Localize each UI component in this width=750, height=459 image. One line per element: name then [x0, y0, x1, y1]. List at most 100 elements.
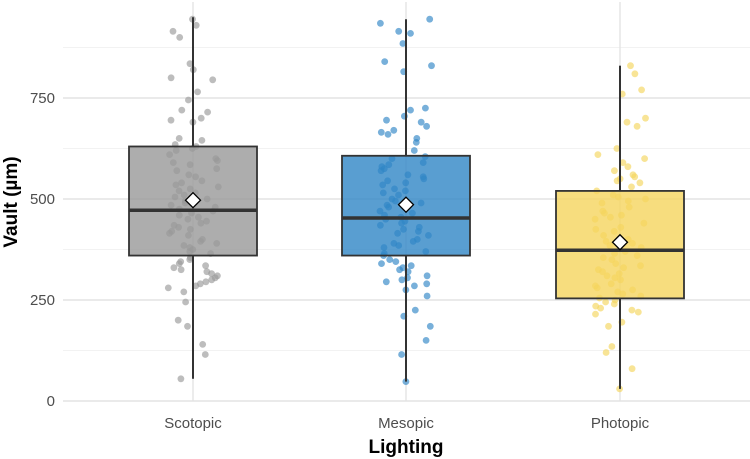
data-point	[208, 276, 216, 284]
data-point	[642, 114, 649, 122]
data-point	[636, 179, 644, 187]
mean-marker	[611, 233, 629, 251]
data-point	[167, 116, 175, 124]
data-point	[417, 118, 425, 126]
data-point	[631, 70, 639, 78]
y-tick-label: 750	[30, 90, 55, 107]
data-point	[174, 316, 182, 324]
data-point	[186, 256, 194, 263]
data-point	[202, 262, 210, 270]
data-point	[619, 159, 627, 167]
data-point	[377, 19, 384, 27]
data-point	[597, 304, 604, 312]
data-point	[186, 60, 194, 68]
data-point	[426, 15, 434, 23]
data-point	[386, 256, 394, 263]
data-point	[390, 126, 398, 134]
data-point	[384, 131, 392, 138]
data-point	[194, 88, 202, 96]
data-point	[192, 282, 200, 290]
data-point	[623, 118, 631, 126]
data-point	[398, 351, 405, 358]
data-point	[624, 163, 632, 171]
data-point	[605, 322, 612, 330]
data-point	[628, 306, 636, 314]
data-point	[198, 137, 206, 144]
data-point	[396, 266, 403, 274]
data-point	[178, 106, 186, 114]
data-point	[412, 139, 420, 146]
data-point	[381, 58, 389, 65]
data-point	[592, 310, 599, 318]
x-tick-label: Photopic	[591, 415, 650, 432]
data-point	[423, 280, 431, 288]
data-point	[411, 306, 419, 314]
data-point	[627, 62, 634, 70]
data-point	[382, 278, 390, 286]
data-point	[423, 292, 431, 300]
data-point	[175, 260, 183, 267]
data-point	[407, 262, 415, 270]
data-point	[383, 116, 390, 124]
data-point	[422, 337, 430, 344]
mean-marker	[184, 191, 202, 209]
y-axis-ticks: 0 250 500 750	[30, 90, 55, 410]
data-point	[628, 183, 635, 191]
data-point	[184, 322, 191, 330]
data-point	[423, 122, 430, 130]
data-point	[392, 258, 400, 265]
data-point	[378, 260, 385, 267]
data-point	[610, 300, 618, 308]
data-point	[202, 278, 210, 286]
data-point	[410, 147, 418, 154]
y-axis-title: Vault (µm)	[1, 156, 22, 247]
data-point	[422, 104, 429, 112]
data-point	[638, 86, 645, 94]
data-point	[616, 385, 623, 393]
boxes	[128, 17, 685, 389]
data-point	[167, 74, 175, 82]
data-point	[177, 266, 185, 274]
y-tick-label: 0	[47, 393, 55, 410]
data-point	[428, 62, 435, 70]
data-point	[395, 27, 403, 35]
data-point	[634, 308, 642, 316]
data-point	[602, 298, 609, 306]
y-tick-label: 500	[30, 191, 55, 208]
data-point	[199, 341, 207, 348]
mean-marker	[397, 196, 415, 214]
data-point	[594, 151, 602, 159]
data-point	[628, 365, 636, 373]
data-point	[631, 173, 639, 181]
data-point	[180, 288, 188, 296]
y-tick-label: 250	[30, 292, 55, 309]
data-point	[423, 272, 431, 280]
data-point	[633, 122, 641, 130]
x-tick-label: Scotopic	[164, 415, 222, 432]
data-point	[613, 177, 621, 185]
data-point	[170, 264, 178, 272]
data-point	[182, 298, 190, 306]
data-point	[176, 34, 184, 41]
data-point	[164, 284, 172, 292]
data-point	[209, 76, 217, 84]
x-tick-label: Mesopic	[378, 415, 434, 432]
data-point	[399, 40, 407, 47]
data-point	[641, 155, 648, 163]
data-point	[613, 145, 621, 152]
x-axis-title: Lighting	[369, 437, 444, 458]
data-point	[407, 30, 414, 37]
data-point	[192, 21, 200, 29]
data-point	[602, 349, 610, 356]
data-point	[185, 96, 192, 104]
data-point	[608, 343, 616, 350]
x-axis-ticks: Scotopic Mesopic Photopic	[164, 415, 649, 432]
data-point	[611, 167, 618, 175]
data-point	[177, 375, 185, 383]
data-point	[398, 276, 406, 284]
data-point	[201, 351, 209, 358]
data-point	[204, 108, 212, 116]
data-point	[426, 322, 434, 330]
data-point	[407, 106, 414, 114]
